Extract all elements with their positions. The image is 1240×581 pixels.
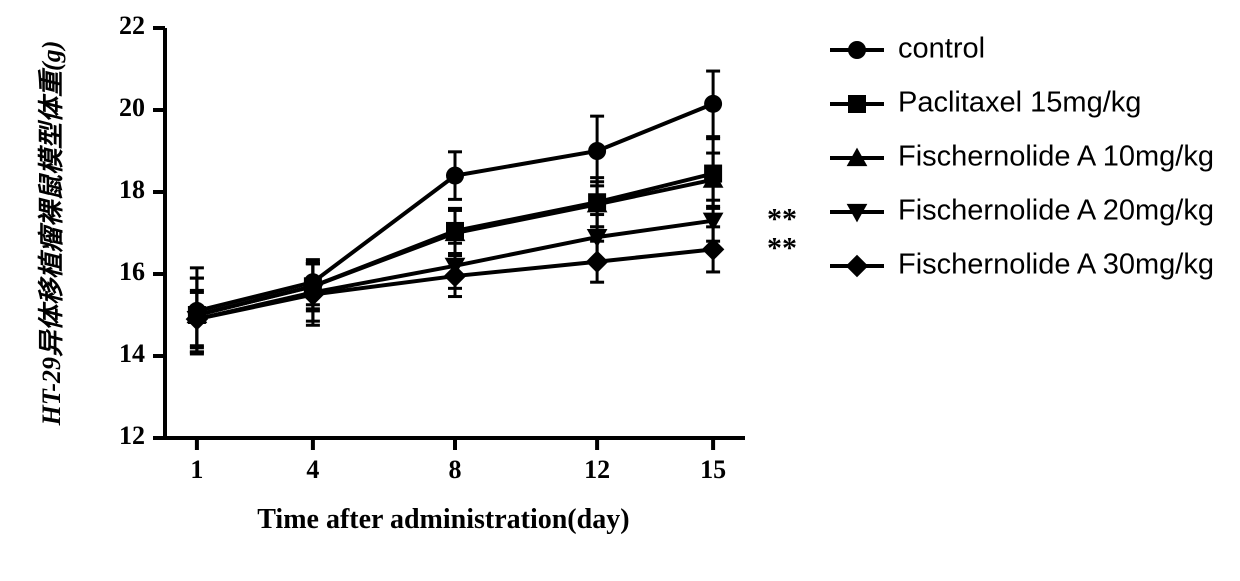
- legend-label: Fischernolide A 30mg/kg: [898, 249, 1214, 281]
- y-tick-label: 20: [119, 93, 145, 122]
- legend-label: control: [898, 33, 985, 65]
- legend-label: Paclitaxel 15mg/kg: [898, 87, 1141, 119]
- significance-annotation: **: [767, 231, 797, 264]
- y-tick-label: 16: [119, 257, 145, 286]
- y-tick-label: 12: [119, 421, 145, 450]
- x-tick-label: 8: [449, 455, 462, 484]
- legend-label: Fischernolide A 10mg/kg: [898, 141, 1214, 173]
- x-tick-label: 1: [190, 455, 203, 484]
- y-tick-label: 22: [119, 11, 145, 40]
- x-tick-label: 4: [306, 455, 319, 484]
- y-tick-label: 18: [119, 175, 145, 204]
- x-tick-label: 15: [700, 455, 726, 484]
- y-axis-label: HT-29异体移植瘤裸鼠模型体重(g): [37, 41, 66, 427]
- body-weight-chart: 1214161820221481215Time after administra…: [0, 0, 1240, 581]
- y-tick-label: 14: [119, 339, 145, 368]
- x-axis-label: Time after administration(day): [257, 504, 629, 535]
- legend-label: Fischernolide A 20mg/kg: [898, 195, 1214, 227]
- x-tick-label: 12: [584, 455, 610, 484]
